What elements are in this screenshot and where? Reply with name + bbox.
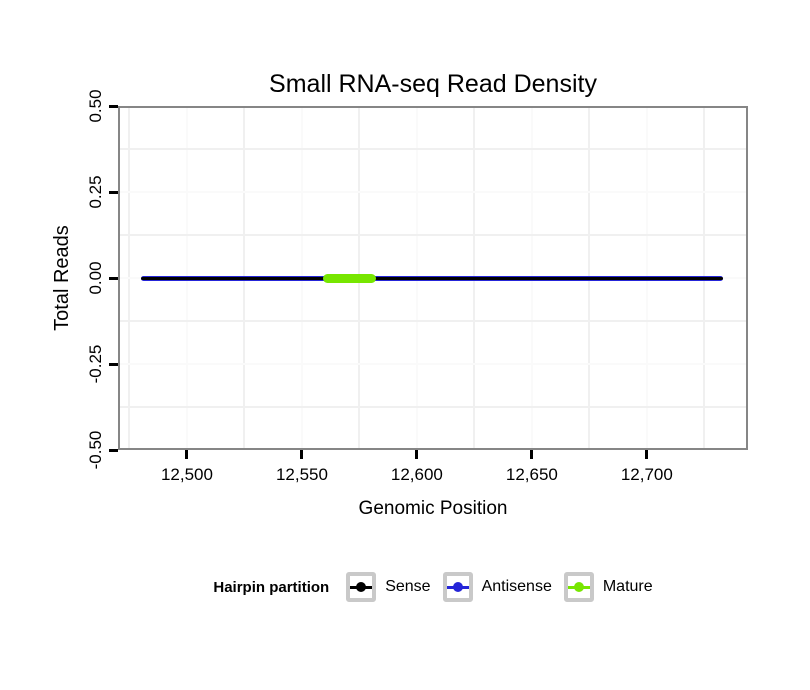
legend-key-dot-icon — [356, 582, 367, 592]
legend-label-mature: Mature — [602, 578, 653, 595]
major-gridline-horizontal — [118, 106, 748, 107]
legend-key-dot-icon — [452, 582, 463, 592]
y-tick-label: 0.25 — [86, 175, 105, 209]
x-tick-label: 12,650 — [505, 465, 558, 484]
minor-gridline-horizontal — [118, 234, 748, 236]
x-axis-title: Genomic Position — [358, 498, 508, 519]
minor-gridline-horizontal — [118, 406, 748, 408]
y-axis-tick — [109, 362, 118, 366]
y-axis-tick — [109, 276, 118, 280]
legend-key-sense — [346, 572, 377, 602]
legend-item-mature: Mature — [563, 572, 653, 602]
y-tick-label: -0.50 — [86, 430, 105, 470]
major-gridline-horizontal — [118, 363, 748, 365]
x-axis-tick — [185, 450, 189, 459]
legend: Hairpin partition Sense Antisense Mature — [118, 570, 748, 604]
x-axis-tick — [415, 450, 419, 459]
legend-title: Hairpin partition — [213, 578, 330, 596]
x-tick-label: 12,600 — [390, 465, 443, 484]
legend-item-antisense: Antisense — [442, 572, 552, 602]
x-tick-label: 12,700 — [620, 465, 673, 484]
y-tick-label: -0.25 — [86, 344, 105, 384]
plot-panel — [118, 106, 748, 450]
legend-key-antisense — [442, 572, 473, 602]
major-gridline-horizontal — [118, 449, 748, 450]
legend-key-dot-icon — [573, 582, 584, 592]
legend-label-sense: Sense — [385, 578, 431, 595]
major-gridline-horizontal — [118, 191, 748, 193]
plot-title: Small RNA-seq Read Density — [269, 70, 597, 98]
y-axis-tick — [109, 104, 118, 108]
minor-gridline-horizontal — [118, 320, 748, 322]
y-axis-tick — [109, 190, 118, 194]
x-axis-tick — [300, 450, 304, 459]
minor-gridline-horizontal — [118, 148, 748, 150]
y-tick-label: 0.00 — [86, 261, 105, 295]
x-tick-label: 12,500 — [160, 465, 213, 484]
sense-line — [140, 276, 723, 280]
mature-line — [322, 273, 376, 283]
x-tick-label: 12,550 — [275, 465, 328, 484]
y-axis-tick — [109, 448, 118, 452]
legend-label-antisense: Antisense — [481, 578, 552, 595]
legend-key-mature — [563, 572, 594, 602]
y-axis-title: Total Reads — [51, 225, 73, 331]
legend-item-sense: Sense — [346, 572, 431, 602]
x-axis-tick — [645, 450, 649, 459]
y-tick-label: 0.50 — [86, 89, 105, 123]
x-axis-tick — [530, 450, 534, 459]
